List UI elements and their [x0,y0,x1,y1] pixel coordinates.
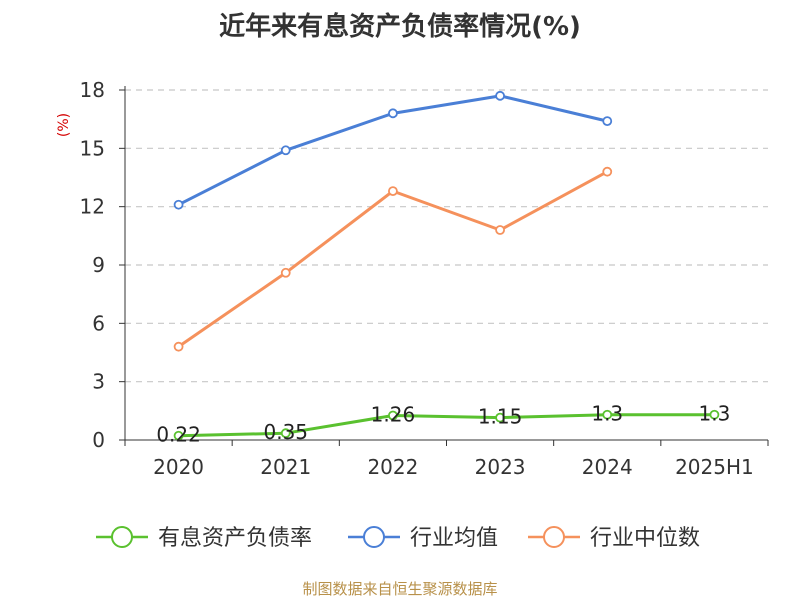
data-point [280,267,291,278]
x-axis: 2020 2021 2022 2023 2024 2025H1 [124,439,769,479]
data-labels: 0.22 0.35 1.26 1.15 1.3 1.3 [156,402,730,447]
y-tick-label: 12 [80,195,105,219]
y-tick-label: 6 [92,311,105,335]
legend-label: 行业中位数 [590,526,700,551]
data-label: 1.3 [591,402,623,426]
legend-marker [543,526,565,548]
legend[interactable]: 有息资产负债率 行业均值 行业中位数 [96,526,700,551]
data-point [495,225,505,235]
series-line [178,413,715,438]
data-label: 1.15 [478,405,523,429]
y-tick-label: 9 [92,253,105,277]
legend-item[interactable]: 行业均值 [348,526,498,551]
data-point [388,410,398,421]
legend-label: 行业均值 [410,526,498,551]
series-layer [173,90,720,441]
legend-marker [111,526,133,548]
data-label: 0.22 [156,423,201,447]
x-tick-label: 2022 [367,455,418,479]
source-note: 制图数据来自恒生聚源数据库 [302,580,498,598]
y-axis: 0 3 6 9 12 15 18 [80,78,126,452]
y-tick-label: 15 [80,136,105,160]
y-tick-label: 3 [92,370,105,394]
series-line [177,170,608,348]
data-point [173,199,184,210]
y-axis-label: (%) [56,113,72,137]
data-point [709,409,720,420]
data-point [173,341,184,352]
legend-marker [363,526,385,548]
x-tick-label: 2021 [260,455,311,479]
data-label: 1.26 [371,403,416,427]
data-point [602,116,613,127]
data-point [280,428,291,439]
legend-label: 有息资产负债率 [158,526,312,551]
series-0 [173,409,720,441]
legend-item[interactable]: 有息资产负债率 [96,526,312,551]
data-point [602,409,613,420]
data-point [280,145,291,156]
data-point [495,412,505,423]
data-label: 0.35 [263,420,308,444]
series-1 [173,90,613,210]
data-label: 1.3 [699,402,731,426]
chart-title: 近年来有息资产负债率情况(%) [219,12,581,42]
data-point [388,108,398,119]
x-tick-label: 2025H1 [675,455,754,479]
data-point [388,186,398,197]
y-tick-label: 0 [92,428,105,452]
y-tick-label: 18 [80,78,105,102]
x-tick-label: 2024 [582,455,633,479]
data-point [495,90,505,101]
data-point [173,430,184,441]
gridlines [125,89,768,383]
x-tick-label: 2023 [475,455,526,479]
data-point [602,166,613,177]
legend-item[interactable]: 行业中位数 [528,526,700,551]
series-2 [173,166,613,352]
x-tick-label: 2020 [153,455,204,479]
